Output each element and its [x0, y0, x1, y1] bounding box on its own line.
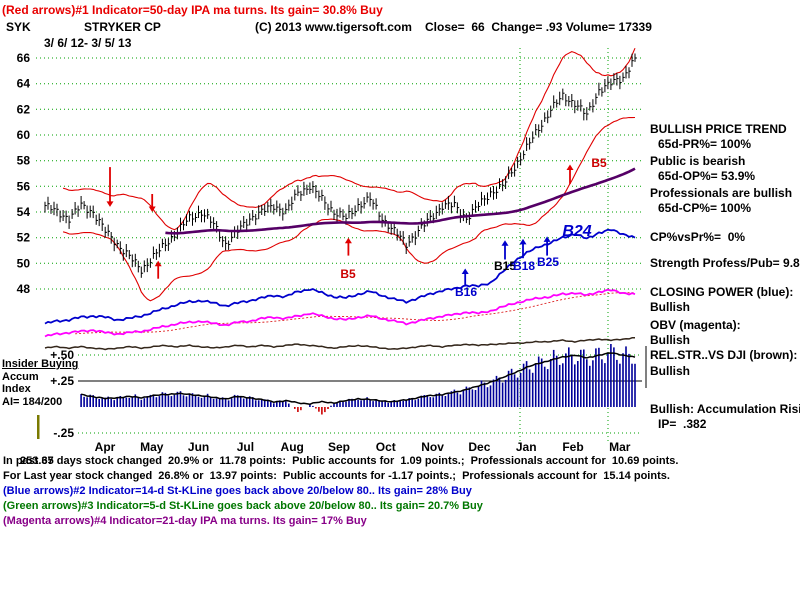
lower-axis-label: +.25 — [50, 374, 74, 388]
price-axis-label: 62 — [17, 102, 31, 116]
cp-percent: 65d-CP%= 100% — [658, 201, 752, 215]
accumulation-line — [80, 352, 636, 406]
price-bands — [62, 47, 636, 302]
price-axis-label: 48 — [17, 282, 31, 296]
month-label: Dec — [468, 440, 490, 454]
month-label: Feb — [562, 440, 583, 454]
price-axis-label: 54 — [17, 205, 31, 219]
copyright-text: (C) 2013 www.tigersoft.com — [255, 20, 412, 34]
op-percent: 65d-OP%= 53.9% — [658, 169, 756, 183]
month-label: Sep — [328, 440, 350, 454]
stats-year: For Last year stock changed 26.8% or 13.… — [3, 470, 670, 482]
public-sentiment: Public is bearish — [650, 154, 746, 168]
accumulation-status: Bullish: Accumulation Risi — [650, 402, 800, 416]
ticker-symbol: SYK — [6, 20, 31, 34]
obv-ma-line — [75, 292, 635, 335]
month-label: Nov — [421, 440, 444, 454]
lower-axis-label: +.50 — [50, 348, 74, 362]
axis-labels: 66 64 62 60 58 56 54 52 50 48 +.50 +.25 -.25 Apr May Ju… — [17, 51, 631, 454]
index-label: Index — [2, 383, 31, 395]
obv-line — [44, 288, 636, 338]
lower-axis-label: -.25 — [53, 426, 74, 440]
price-axis-label: 64 — [17, 77, 31, 91]
olive-tick — [37, 415, 40, 439]
insider-buying-label: Insider Buying — [2, 358, 79, 370]
accumulation-histogram — [80, 344, 636, 415]
rel-strength-header: REL.STR..VS DJI (brown): — [650, 348, 798, 362]
month-label: May — [140, 440, 164, 454]
price-axis-label: 60 — [17, 128, 31, 142]
indicator3-legend: (Green arrows)#3 Indicator=5-d St-KLine … — [3, 500, 483, 512]
month-label: Oct — [376, 440, 396, 454]
obv-header: OBV (magenta): — [650, 318, 741, 332]
ip-value: IP= .382 — [658, 417, 707, 431]
signal-arrows — [106, 164, 574, 287]
price-axis-label: 50 — [17, 256, 31, 270]
quote-summary: Close= 66 Change= .93 Volume= 17339 — [425, 20, 652, 34]
accum-label: Accum — [2, 371, 39, 383]
indicator1-legend: (Red arrows)#1 Indicator=50-day IPA ma t… — [2, 3, 383, 17]
closing-power-header: CLOSING POWER (blue): — [650, 285, 794, 299]
company-name: STRYKER CP — [84, 20, 161, 34]
price-axis-label: 52 — [17, 231, 31, 245]
print-artifact: 253.37 — [20, 455, 54, 467]
month-label: Aug — [281, 440, 304, 454]
rel-strength-line — [44, 337, 635, 351]
price-trend-header: BULLISH PRICE TREND — [650, 122, 787, 136]
price-axis-label: 56 — [17, 179, 31, 193]
ma-trend-line — [165, 167, 636, 235]
date-range: 3/ 6/ 12- 3/ 5/ 13 — [44, 36, 132, 50]
price-axis-label: 58 — [17, 154, 31, 168]
price-axis-label: 66 — [17, 51, 31, 65]
strength-ratio: Strength Profess/Pub= 9.8 — [650, 256, 800, 270]
professional-sentiment: Professionals are bullish — [650, 186, 793, 200]
closing-power-status: Bullish — [650, 300, 691, 314]
indicator4-legend: (Magenta arrows)#4 Indicator=21-day IPA … — [3, 515, 367, 527]
rel-strength-status: Bullish — [650, 364, 691, 378]
stats-65day: In past 65 days stock changed 20.9% or 1… — [3, 455, 679, 467]
ai-value: AI= 184/200 — [2, 396, 63, 408]
indicator2-legend: (Blue arrows)#2 Indicator=14-d St-KLine … — [3, 485, 472, 497]
month-label: Mar — [609, 440, 631, 454]
month-label: Jan — [516, 440, 537, 454]
closing-power-line — [44, 228, 636, 325]
month-label: Jun — [188, 440, 209, 454]
obv-status: Bullish — [650, 333, 691, 347]
pr-percent: 65d-PR%= 100% — [658, 137, 752, 151]
month-label: Apr — [95, 440, 116, 454]
cp-vs-pr: CP%vsPr%= 0% — [650, 230, 746, 244]
month-label: Jul — [237, 440, 254, 454]
